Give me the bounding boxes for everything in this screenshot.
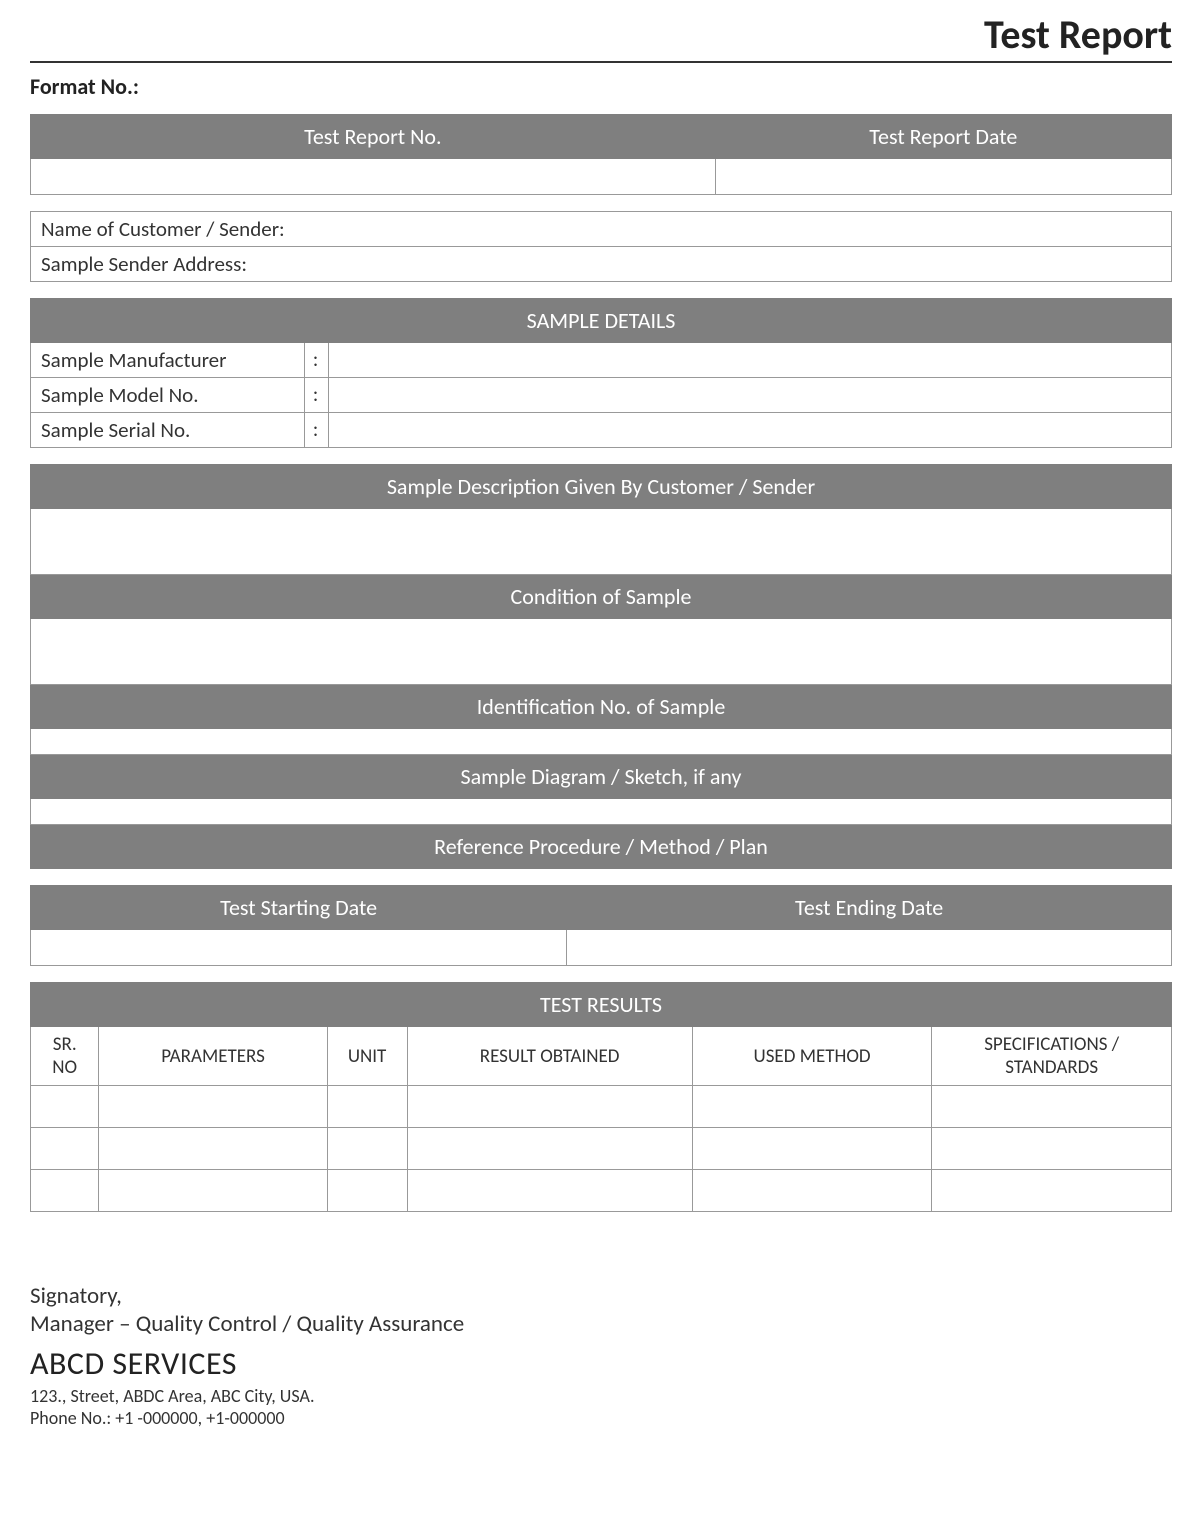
table-row [31, 1128, 1172, 1170]
page-title: Test Report [30, 10, 1172, 59]
narrative-header: Sample Description Given By Customer / S… [31, 465, 1172, 509]
results-cell[interactable] [327, 1086, 407, 1128]
results-cell[interactable] [99, 1128, 327, 1170]
results-table: TEST RESULTS SR. NOPARAMETERSUNITRESULT … [30, 982, 1172, 1212]
separator: : [304, 343, 328, 378]
report-no-header: Test Report No. [31, 115, 716, 159]
results-column-header: UNIT [327, 1027, 407, 1086]
results-cell[interactable] [99, 1170, 327, 1212]
results-column-header: RESULT OBTAINED [407, 1027, 692, 1086]
company-name: ABCD SERVICES [30, 1344, 1172, 1383]
sample-details-header: SAMPLE DETAILS [31, 299, 1172, 343]
sample-detail-row: Sample Serial No.: [31, 413, 1172, 448]
results-cell[interactable] [932, 1170, 1172, 1212]
test-start-header: Test Starting Date [31, 886, 567, 930]
customer-table: Name of Customer / Sender: Sample Sender… [30, 211, 1172, 282]
sample-detail-label: Sample Serial No. [31, 413, 305, 448]
sample-details-table: SAMPLE DETAILS Sample Manufacturer:Sampl… [30, 298, 1172, 448]
signatory-role: Manager – Quality Control / Quality Assu… [30, 1310, 1172, 1338]
results-header: TEST RESULTS [31, 983, 1172, 1027]
narrative-header: Identification No. of Sample [31, 685, 1172, 729]
results-cell[interactable] [327, 1170, 407, 1212]
sample-detail-row: Sample Manufacturer: [31, 343, 1172, 378]
test-end-value[interactable] [567, 930, 1172, 966]
results-cell[interactable] [692, 1086, 932, 1128]
narrative-header: Condition of Sample [31, 575, 1172, 619]
results-column-header: SPECIFICATIONS / STANDARDS [932, 1027, 1172, 1086]
results-column-header: USED METHOD [692, 1027, 932, 1086]
format-no-label: Format No.: [30, 73, 1172, 100]
results-cell[interactable] [692, 1170, 932, 1212]
results-cell[interactable] [31, 1170, 99, 1212]
test-end-header: Test Ending Date [567, 886, 1172, 930]
results-cell[interactable] [31, 1086, 99, 1128]
results-cell[interactable] [31, 1128, 99, 1170]
title-bar: Test Report [30, 10, 1172, 63]
report-date-value[interactable] [715, 159, 1171, 195]
report-info-table: Test Report No. Test Report Date [30, 114, 1172, 195]
narrative-header: Sample Diagram / Sketch, if any [31, 755, 1172, 799]
table-row [31, 1086, 1172, 1128]
customer-addr-row[interactable]: Sample Sender Address: [31, 247, 1172, 282]
results-cell[interactable] [99, 1086, 327, 1128]
page: Test Report Format No.: Test Report No. … [0, 0, 1202, 1459]
narrative-table: Sample Description Given By Customer / S… [30, 464, 1172, 869]
narrative-header: Reference Procedure / Method / Plan [31, 825, 1172, 869]
sample-detail-value[interactable] [328, 413, 1171, 448]
results-cell[interactable] [407, 1170, 692, 1212]
narrative-value[interactable] [31, 619, 1172, 685]
report-date-header: Test Report Date [715, 115, 1171, 159]
results-cell[interactable] [327, 1128, 407, 1170]
narrative-value[interactable] [31, 799, 1172, 825]
results-column-header: PARAMETERS [99, 1027, 327, 1086]
results-column-header: SR. NO [31, 1027, 99, 1086]
narrative-value[interactable] [31, 509, 1172, 575]
test-start-value[interactable] [31, 930, 567, 966]
company-phone: Phone No.: +1 -000000, +1-000000 [30, 1407, 1172, 1429]
sample-detail-value[interactable] [328, 343, 1171, 378]
sample-detail-label: Sample Model No. [31, 378, 305, 413]
sample-detail-label: Sample Manufacturer [31, 343, 305, 378]
signatory-label: Signatory, [30, 1282, 1172, 1310]
test-dates-table: Test Starting Date Test Ending Date [30, 885, 1172, 966]
separator: : [304, 413, 328, 448]
results-cell[interactable] [692, 1128, 932, 1170]
results-columns-row: SR. NOPARAMETERSUNITRESULT OBTAINEDUSED … [31, 1027, 1172, 1086]
results-cell[interactable] [407, 1086, 692, 1128]
footer: Signatory, Manager – Quality Control / Q… [30, 1282, 1172, 1429]
customer-addr-label: Sample Sender Address: [41, 251, 247, 277]
table-row [31, 1170, 1172, 1212]
customer-name-label: Name of Customer / Sender: [41, 216, 285, 242]
narrative-value[interactable] [31, 729, 1172, 755]
sample-detail-row: Sample Model No.: [31, 378, 1172, 413]
results-cell[interactable] [932, 1128, 1172, 1170]
results-cell[interactable] [932, 1086, 1172, 1128]
report-no-value[interactable] [31, 159, 716, 195]
results-cell[interactable] [407, 1128, 692, 1170]
customer-name-row[interactable]: Name of Customer / Sender: [31, 212, 1172, 247]
company-address: 123., Street, ABDC Area, ABC City, USA. [30, 1385, 1172, 1407]
separator: : [304, 378, 328, 413]
sample-detail-value[interactable] [328, 378, 1171, 413]
